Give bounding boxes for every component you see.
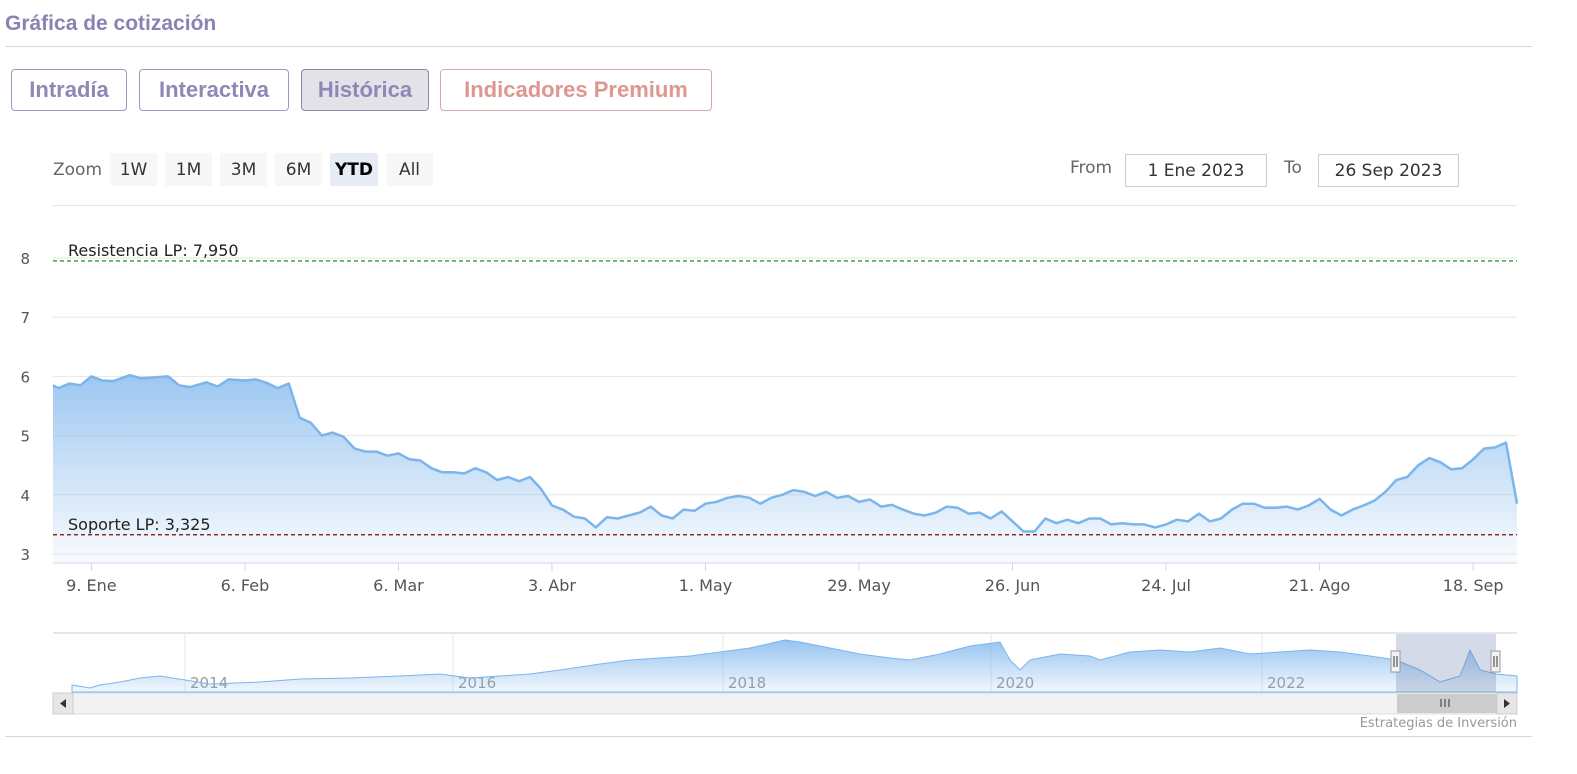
- navigator-left-handle[interactable]: [1390, 650, 1401, 673]
- y-tick-label: 8: [20, 250, 30, 268]
- scrollbar[interactable]: [52, 692, 1518, 715]
- zoom-ytd-button[interactable]: YTD: [330, 153, 378, 186]
- y-tick-label: 4: [20, 487, 30, 505]
- scrollbar-thumb[interactable]: [1397, 694, 1497, 713]
- x-tick-label: 9. Ene: [66, 576, 116, 595]
- zoom-all-button[interactable]: All: [386, 153, 433, 186]
- y-axis-ticks: 3 4 5 6 7 8: [20, 250, 30, 564]
- scrollbar-track[interactable]: [52, 692, 1518, 715]
- x-tick-label: 1. May: [679, 576, 732, 595]
- page-title: Gráfica de cotización: [5, 12, 217, 35]
- x-tick-label: 3. Abr: [528, 576, 576, 595]
- scroll-right-icon: [1504, 699, 1510, 708]
- title-divider: [5, 46, 1532, 47]
- tab-indicadores-premium[interactable]: Indicadores Premium: [440, 69, 712, 111]
- range-selector-divider: [53, 205, 1517, 206]
- tab-interactiva[interactable]: Interactiva: [139, 69, 289, 111]
- support-label: Soporte LP: 3,325: [68, 515, 211, 534]
- price-area: [53, 375, 1517, 563]
- zoom-1m-button[interactable]: 1M: [165, 153, 212, 186]
- x-tick-label: 24. Jul: [1141, 576, 1191, 595]
- to-label: To: [1284, 158, 1302, 178]
- x-tick-label: 18. Sep: [1443, 576, 1504, 595]
- resistance-label: Resistencia LP: 7,950: [68, 241, 239, 260]
- navigator[interactable]: 20142016201820202022: [53, 632, 1518, 693]
- zoom-1w-button[interactable]: 1W: [110, 153, 157, 186]
- bottom-divider: [5, 736, 1532, 737]
- x-tick-label: 29. May: [827, 576, 891, 595]
- chart-credit[interactable]: Estrategias de Inversión: [1359, 716, 1517, 731]
- zoom-3m-button[interactable]: 3M: [220, 153, 267, 186]
- navigator-selection-mask[interactable]: [1396, 634, 1496, 692]
- x-tick-label: 6. Mar: [373, 576, 424, 595]
- navigator-right-handle[interactable]: [1490, 650, 1501, 673]
- price-line: [52, 373, 1519, 533]
- support-resistance-lines: Resistencia LP: 7,950 Soporte LP: 3,325: [53, 241, 1517, 536]
- x-tick-label: 26. Jun: [985, 576, 1041, 595]
- tab-historica[interactable]: Histórica: [301, 69, 429, 111]
- zoom-6m-button[interactable]: 6M: [275, 153, 322, 186]
- x-tick-label: 21. Ago: [1289, 576, 1350, 595]
- to-date-input[interactable]: 26 Sep 2023: [1318, 154, 1459, 187]
- zoom-label: Zoom: [53, 160, 103, 180]
- x-axis-ticks: 9. Ene 6. Feb 6. Mar 3. Abr 1. May 29. May 26.…: [66, 563, 1503, 595]
- from-date-input[interactable]: 1 Ene 2023: [1125, 154, 1267, 187]
- scroll-left-icon: [60, 699, 66, 708]
- tab-intradia[interactable]: Intradía: [11, 69, 127, 111]
- y-tick-label: 7: [20, 309, 30, 327]
- y-tick-label: 3: [20, 546, 30, 564]
- from-label: From: [1070, 158, 1113, 178]
- y-tick-label: 5: [20, 428, 30, 446]
- x-tick-label: 6. Feb: [221, 576, 270, 595]
- y-tick-label: 6: [20, 368, 30, 386]
- navigator-series-area: [71, 639, 1518, 693]
